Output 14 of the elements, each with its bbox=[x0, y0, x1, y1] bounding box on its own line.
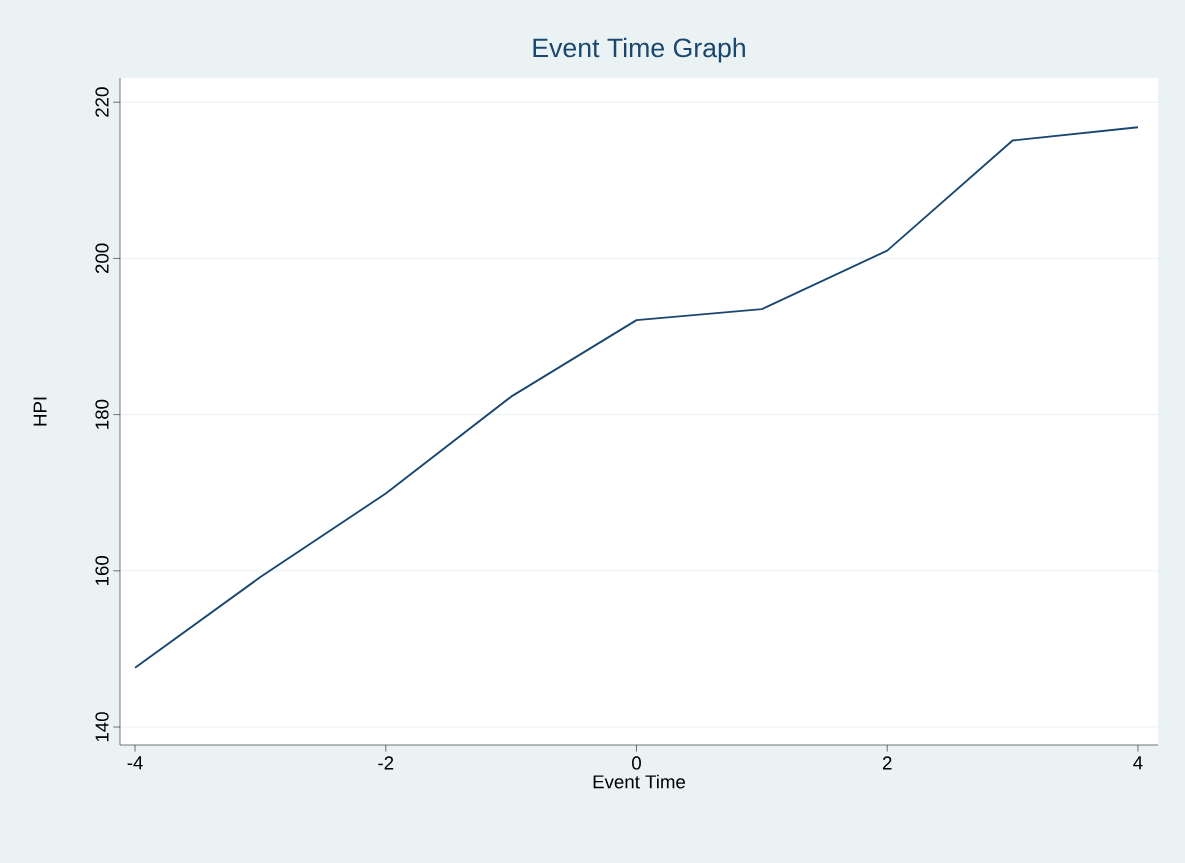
y-tick-label: 220 bbox=[95, 87, 109, 117]
x-tick-label: 2 bbox=[882, 756, 892, 770]
y-tick-label: 180 bbox=[95, 399, 109, 429]
x-axis-title: Event Time bbox=[593, 774, 686, 789]
y-tick-label: 200 bbox=[95, 243, 109, 274]
y-axis-title: HPI bbox=[33, 397, 47, 426]
y-tick-label: 160 bbox=[95, 555, 109, 585]
x-tick-label: -2 bbox=[378, 756, 394, 770]
x-tick-label: -4 bbox=[127, 756, 143, 770]
x-tick-label: 4 bbox=[1133, 756, 1143, 770]
line-series bbox=[134, 126, 1139, 669]
chart-title: Event Time Graph bbox=[533, 37, 745, 63]
y-tick-label: 140 bbox=[95, 712, 109, 742]
x-tick-label: 0 bbox=[632, 756, 641, 770]
